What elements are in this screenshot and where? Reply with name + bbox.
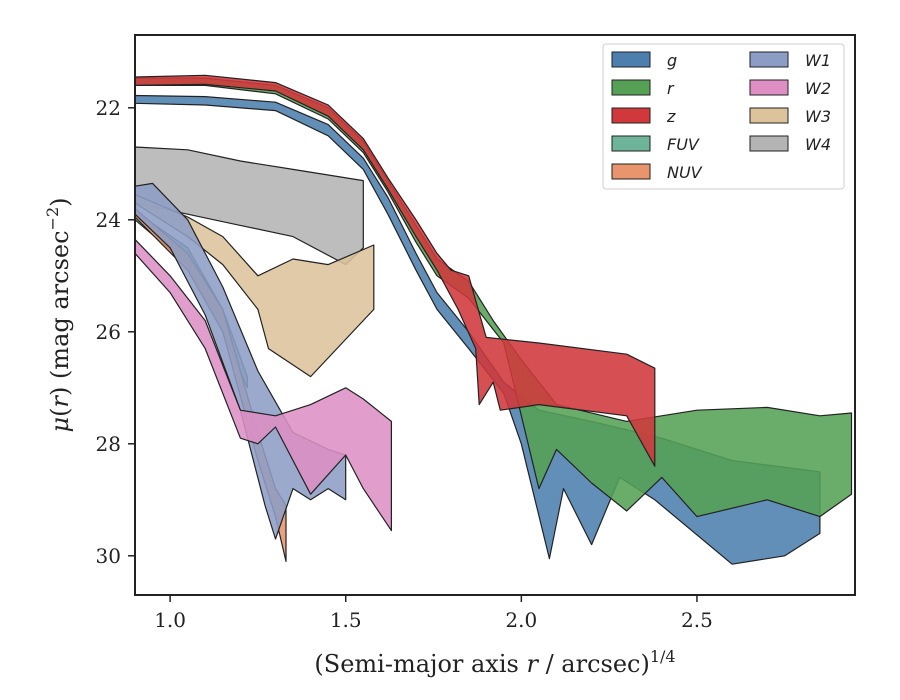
y-tick-label: 22: [96, 96, 121, 120]
legend-swatch-w3: [749, 107, 789, 124]
y-tick-label: 30: [96, 544, 121, 568]
x-tick-label: 1.0: [154, 608, 186, 632]
legend-label-w3: W3: [805, 107, 831, 126]
legend: grz FUV NUV W1 W2 W3 W4: [602, 43, 845, 190]
series-bands: [134, 74, 853, 565]
legend-swatch-g: [611, 51, 651, 68]
x-axis-label: (Semi-major axis r / arcsec)1/4: [314, 647, 675, 678]
legend-label-g: g: [667, 51, 677, 70]
legend-swatch-w2: [749, 79, 789, 96]
y-tick-label: 24: [96, 208, 121, 232]
legend-swatch-w4: [749, 135, 789, 152]
y-tick-label: 28: [96, 432, 121, 456]
legend-label-r: r: [667, 79, 675, 98]
x-tick-label: 1.5: [330, 608, 362, 632]
y-axis-ticks: 22 24 26 28 30: [96, 96, 135, 568]
x-axis-ticks: 1.0 1.5 2.0 2.5: [154, 595, 713, 632]
y-axis-label: μ(r) (mag arcsec−2): [43, 197, 74, 432]
legend-swatch-w1: [749, 51, 789, 68]
legend-label-w2: W2: [805, 79, 831, 98]
x-tick-label: 2.5: [681, 608, 713, 632]
legend-label-nuv: NUV: [667, 163, 703, 182]
series-band-z: [134, 74, 656, 467]
legend-label-z: z: [666, 107, 676, 126]
legend-label-fuv: FUV: [667, 135, 700, 154]
legend-swatch-nuv: [611, 163, 651, 180]
legend-swatch-r: [611, 79, 651, 96]
y-tick-label: 26: [96, 320, 121, 344]
series-band-w2: [134, 238, 392, 532]
legend-swatch-z: [611, 107, 651, 124]
legend-label-w4: W4: [805, 135, 831, 154]
legend-swatch-fuv: [611, 135, 651, 152]
x-tick-label: 2.0: [505, 608, 537, 632]
plot-frame: [134, 34, 856, 596]
legend-label-w1: W1: [805, 51, 831, 70]
